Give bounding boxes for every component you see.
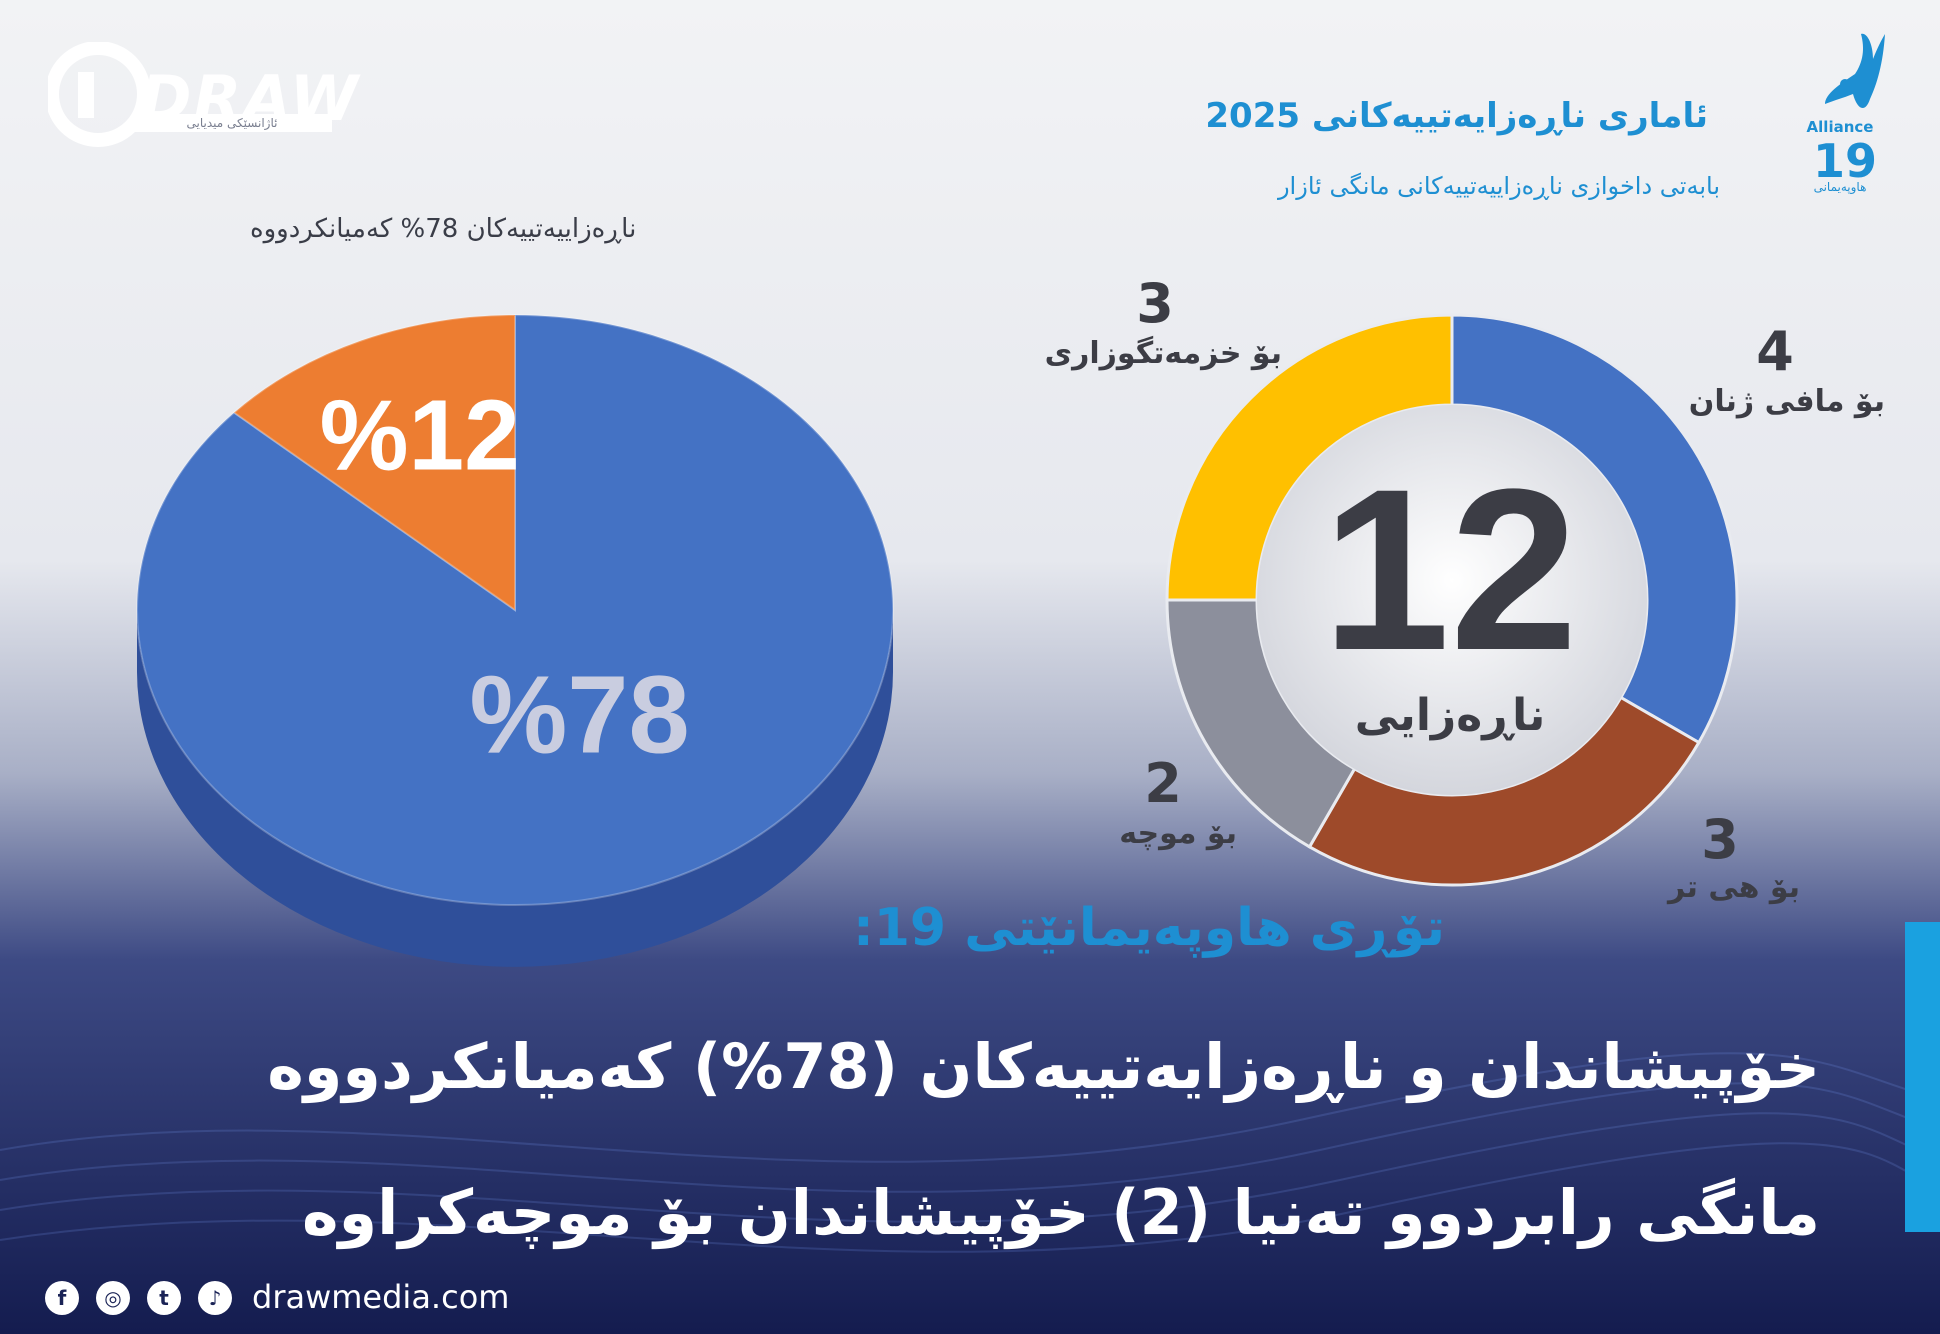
pie-slice-1 xyxy=(232,313,516,612)
pie-slice-0 xyxy=(136,313,894,906)
network-label: تۆڕی هاوپەیمانێتی 19: xyxy=(852,898,1445,958)
segment-label-women: بۆ مافی ژنان xyxy=(1688,384,1885,419)
pie-caption: ناڕەزاییەتییەکان 78% کەمیانکردووە xyxy=(250,214,637,244)
donut-total: 12 xyxy=(1322,441,1578,698)
headline-line-2: مانگی رابردوو تەنیا (2) خۆپیشاندان بۆ مو… xyxy=(302,1176,1820,1249)
facebook-icon[interactable]: f xyxy=(45,1281,79,1315)
donut-total-label: ناڕەزایی xyxy=(1354,690,1546,741)
page-subtitle: بابەتی داخوازی ناڕەزاییەتییەکانی مانگی ئ… xyxy=(1277,172,1720,200)
segment-value-other: 3 xyxy=(1701,808,1739,871)
segment-label-other: بۆ هی تر xyxy=(1667,870,1800,905)
dove-hand-icon xyxy=(1825,33,1885,109)
alliance-number: 19 xyxy=(1812,134,1877,188)
pie-chart: %78 %12 xyxy=(136,313,894,967)
twitter-icon[interactable]: t xyxy=(147,1281,181,1315)
segment-value-women: 4 xyxy=(1756,320,1794,383)
pie-label-0: %78 xyxy=(469,653,689,776)
alliance-word: Alliance xyxy=(1806,118,1874,136)
segment-label-services: بۆ خزمەتگوزاری xyxy=(1044,336,1282,371)
segment-value-salary: 2 xyxy=(1144,752,1182,815)
pie-side-wall xyxy=(137,610,893,967)
donut-chart xyxy=(1165,313,1739,887)
segment-label-salary: بۆ موچە xyxy=(1119,816,1237,851)
pie-label-1: %12 xyxy=(320,379,520,491)
tiktok-icon[interactable]: ♪ xyxy=(198,1281,232,1315)
alliance-subtitle: هاوپەیمانی xyxy=(1813,180,1867,194)
segment-value-services: 3 xyxy=(1136,272,1174,335)
instagram-icon[interactable]: ◎ xyxy=(96,1281,130,1315)
footer-website-link[interactable]: drawmedia.com xyxy=(252,1278,510,1316)
headline-line-1: خۆپیشاندان و ناڕەزایەتییەکان (78%) کەمیا… xyxy=(267,1030,1820,1103)
page-title: ئاماری ناڕەزایەتییەکانی 2025 xyxy=(1205,96,1708,136)
draw-logo xyxy=(48,42,151,147)
draw-logo-tagline: ئاژانسێکی میدیایی xyxy=(132,114,332,132)
accent-bar xyxy=(1905,922,1940,1232)
donut-hole xyxy=(1257,405,1647,795)
